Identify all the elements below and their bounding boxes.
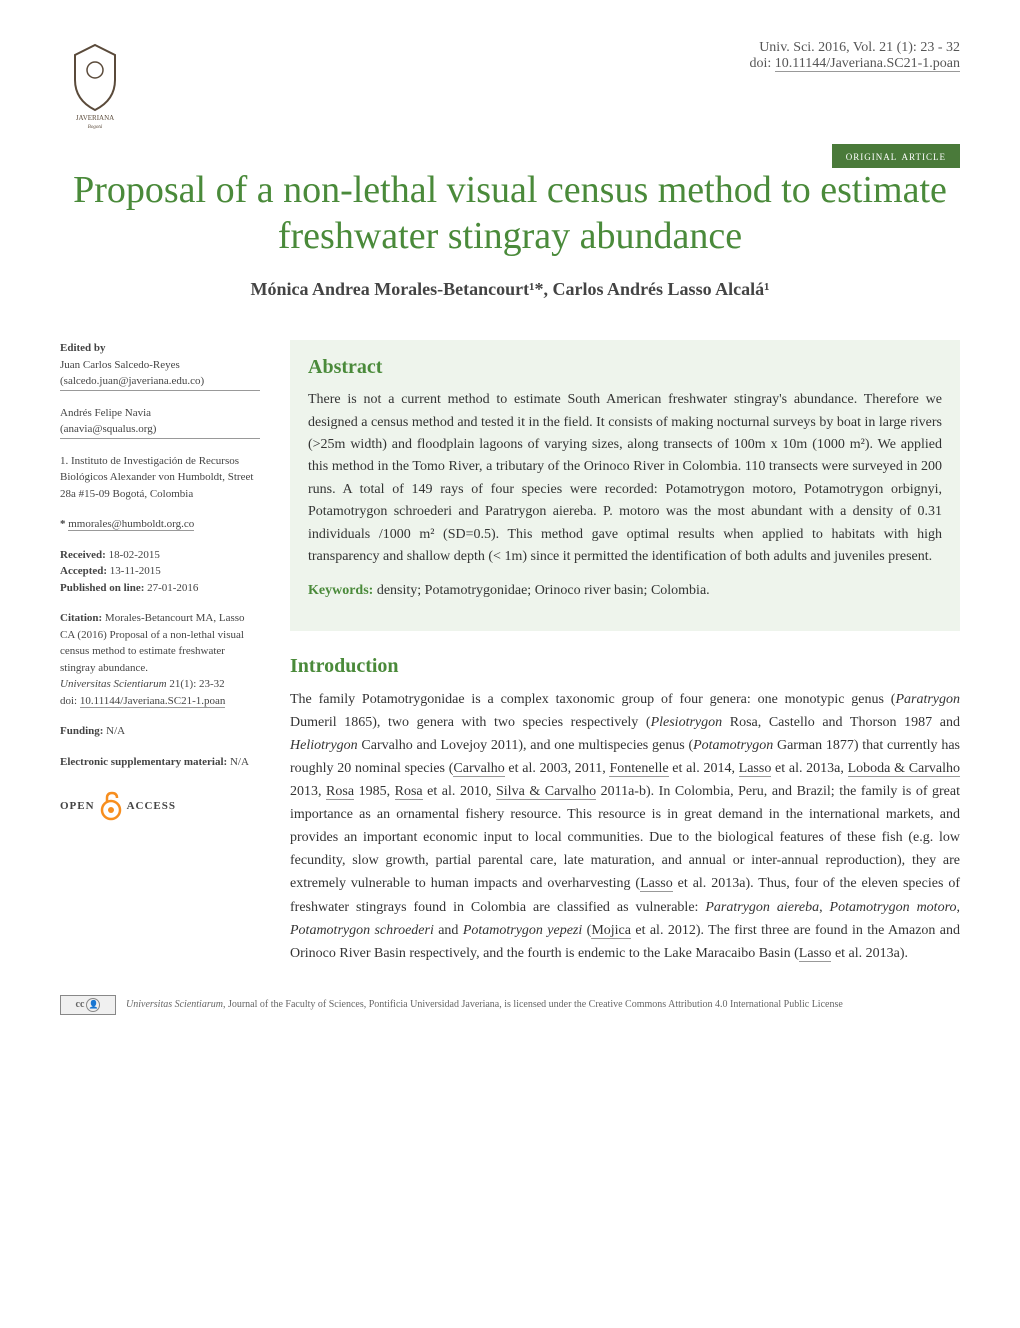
journal-reference: Univ. Sci. 2016, Vol. 21 (1): 23 - 32 bbox=[750, 40, 961, 56]
citation-block: Citation: Morales-Betancourt MA, Lasso C… bbox=[60, 610, 260, 709]
published-label: Published on line: bbox=[60, 582, 144, 594]
journal-logo: JAVERIANA Bogotá bbox=[60, 40, 130, 130]
ref-rosa2[interactable]: Rosa bbox=[395, 784, 423, 800]
affiliation: 1. Instituto de Investigación de Recurso… bbox=[60, 453, 260, 503]
funding-value: N/A bbox=[103, 725, 125, 737]
edited-by-block: Edited by Juan Carlos Salcedo-Reyes (sal… bbox=[60, 340, 260, 391]
doi-link[interactable]: 10.11144/Javeriana.SC21-1.poan bbox=[775, 56, 960, 72]
citation-label: Citation: bbox=[60, 612, 102, 624]
esm-value: N/A bbox=[227, 756, 249, 768]
page-footer: cc 👤 Universitas Scientiarum, Journal of… bbox=[60, 995, 960, 1015]
cc-license-icon: cc 👤 bbox=[60, 995, 116, 1015]
ref-rosa1[interactable]: Rosa bbox=[326, 784, 354, 800]
ref-mojica[interactable]: Mojica bbox=[591, 923, 631, 939]
keywords-line: Keywords: density; Potamotrygonidae; Ori… bbox=[308, 580, 942, 602]
intro-heading: Introduction bbox=[290, 655, 960, 678]
intro-paragraph: The family Potamotrygonidae is a complex… bbox=[290, 688, 960, 965]
ref-lasso[interactable]: Lasso bbox=[739, 761, 772, 777]
editor2-name: Andrés Felipe Navia bbox=[60, 405, 260, 422]
received-label: Received: bbox=[60, 549, 106, 561]
open-text: OPEN bbox=[60, 798, 95, 815]
received-date: 18-02-2015 bbox=[106, 549, 160, 561]
ref-fontenelle[interactable]: Fontenelle bbox=[609, 761, 668, 777]
open-access-badge: OPEN ACCESS bbox=[60, 790, 260, 822]
sidebar: Edited by Juan Carlos Salcedo-Reyes (sal… bbox=[60, 340, 260, 965]
published-date: 27-01-2016 bbox=[144, 582, 198, 594]
dates-block: Received: 18-02-2015 Accepted: 13-11-201… bbox=[60, 547, 260, 597]
ref-lasso3[interactable]: Lasso bbox=[799, 946, 832, 962]
esm-block: Electronic supplementary material: N/A bbox=[60, 754, 260, 771]
article-type-badge: original article bbox=[832, 144, 960, 168]
svg-text:JAVERIANA: JAVERIANA bbox=[76, 114, 114, 122]
ref-silva[interactable]: Silva & Carvalho bbox=[496, 784, 596, 800]
keywords: density; Potamotrygonidae; Orinoco river… bbox=[373, 583, 709, 598]
header-meta: Univ. Sci. 2016, Vol. 21 (1): 23 - 32 do… bbox=[750, 40, 961, 72]
content-area: Edited by Juan Carlos Salcedo-Reyes (sal… bbox=[60, 340, 960, 965]
ref-lasso2[interactable]: Lasso bbox=[640, 876, 673, 892]
citation-doi[interactable]: 10.11144/Javeriana.SC21-1.poan bbox=[80, 695, 226, 708]
ref-carvalho[interactable]: Carvalho bbox=[453, 761, 504, 777]
ref-loboda[interactable]: Loboda & Carvalho bbox=[848, 761, 960, 777]
access-text: ACCESS bbox=[127, 798, 176, 815]
editor2-email[interactable]: (anavia@squalus.org) bbox=[60, 421, 260, 439]
authors: Mónica Andrea Morales-Betancourt¹*, Carl… bbox=[60, 279, 960, 300]
by-icon: 👤 bbox=[86, 998, 100, 1012]
citation-pages: 21(1): 23-32 bbox=[167, 678, 225, 690]
svg-text:Bogotá: Bogotá bbox=[88, 125, 103, 130]
open-access-icon bbox=[99, 790, 123, 822]
doi-line: doi: 10.11144/Javeriana.SC21-1.poan bbox=[750, 56, 961, 72]
corresponding: * mmorales@humboldt.org.co bbox=[60, 516, 260, 533]
citation-journal: Universitas Scientiarum bbox=[60, 678, 167, 690]
keywords-label: Keywords: bbox=[308, 583, 373, 598]
editor-email[interactable]: (salcedo.juan@javeriana.edu.co) bbox=[60, 373, 260, 391]
article-title: Proposal of a non-lethal visual census m… bbox=[60, 168, 960, 259]
accepted-label: Accepted: bbox=[60, 565, 107, 577]
edited-by-label: Edited by bbox=[60, 340, 260, 357]
esm-label: Electronic supplementary material: bbox=[60, 756, 227, 768]
abstract-box: Abstract There is not a current method t… bbox=[290, 340, 960, 631]
abstract-text: There is not a current method to estimat… bbox=[308, 389, 942, 568]
accepted-date: 13-11-2015 bbox=[107, 565, 161, 577]
funding-label: Funding: bbox=[60, 725, 103, 737]
corr-email[interactable]: mmorales@humboldt.org.co bbox=[68, 518, 194, 531]
footer-text: Universitas Scientiarum, Journal of the … bbox=[126, 999, 843, 1010]
page-header: JAVERIANA Bogotá Univ. Sci. 2016, Vol. 2… bbox=[60, 40, 960, 130]
editor2-block: Andrés Felipe Navia (anavia@squalus.org) bbox=[60, 405, 260, 439]
editor-name: Juan Carlos Salcedo-Reyes bbox=[60, 357, 260, 374]
title-block: Proposal of a non-lethal visual census m… bbox=[60, 168, 960, 259]
abstract-heading: Abstract bbox=[308, 356, 942, 379]
main-content: Abstract There is not a current method t… bbox=[290, 340, 960, 965]
funding-block: Funding: N/A bbox=[60, 723, 260, 740]
